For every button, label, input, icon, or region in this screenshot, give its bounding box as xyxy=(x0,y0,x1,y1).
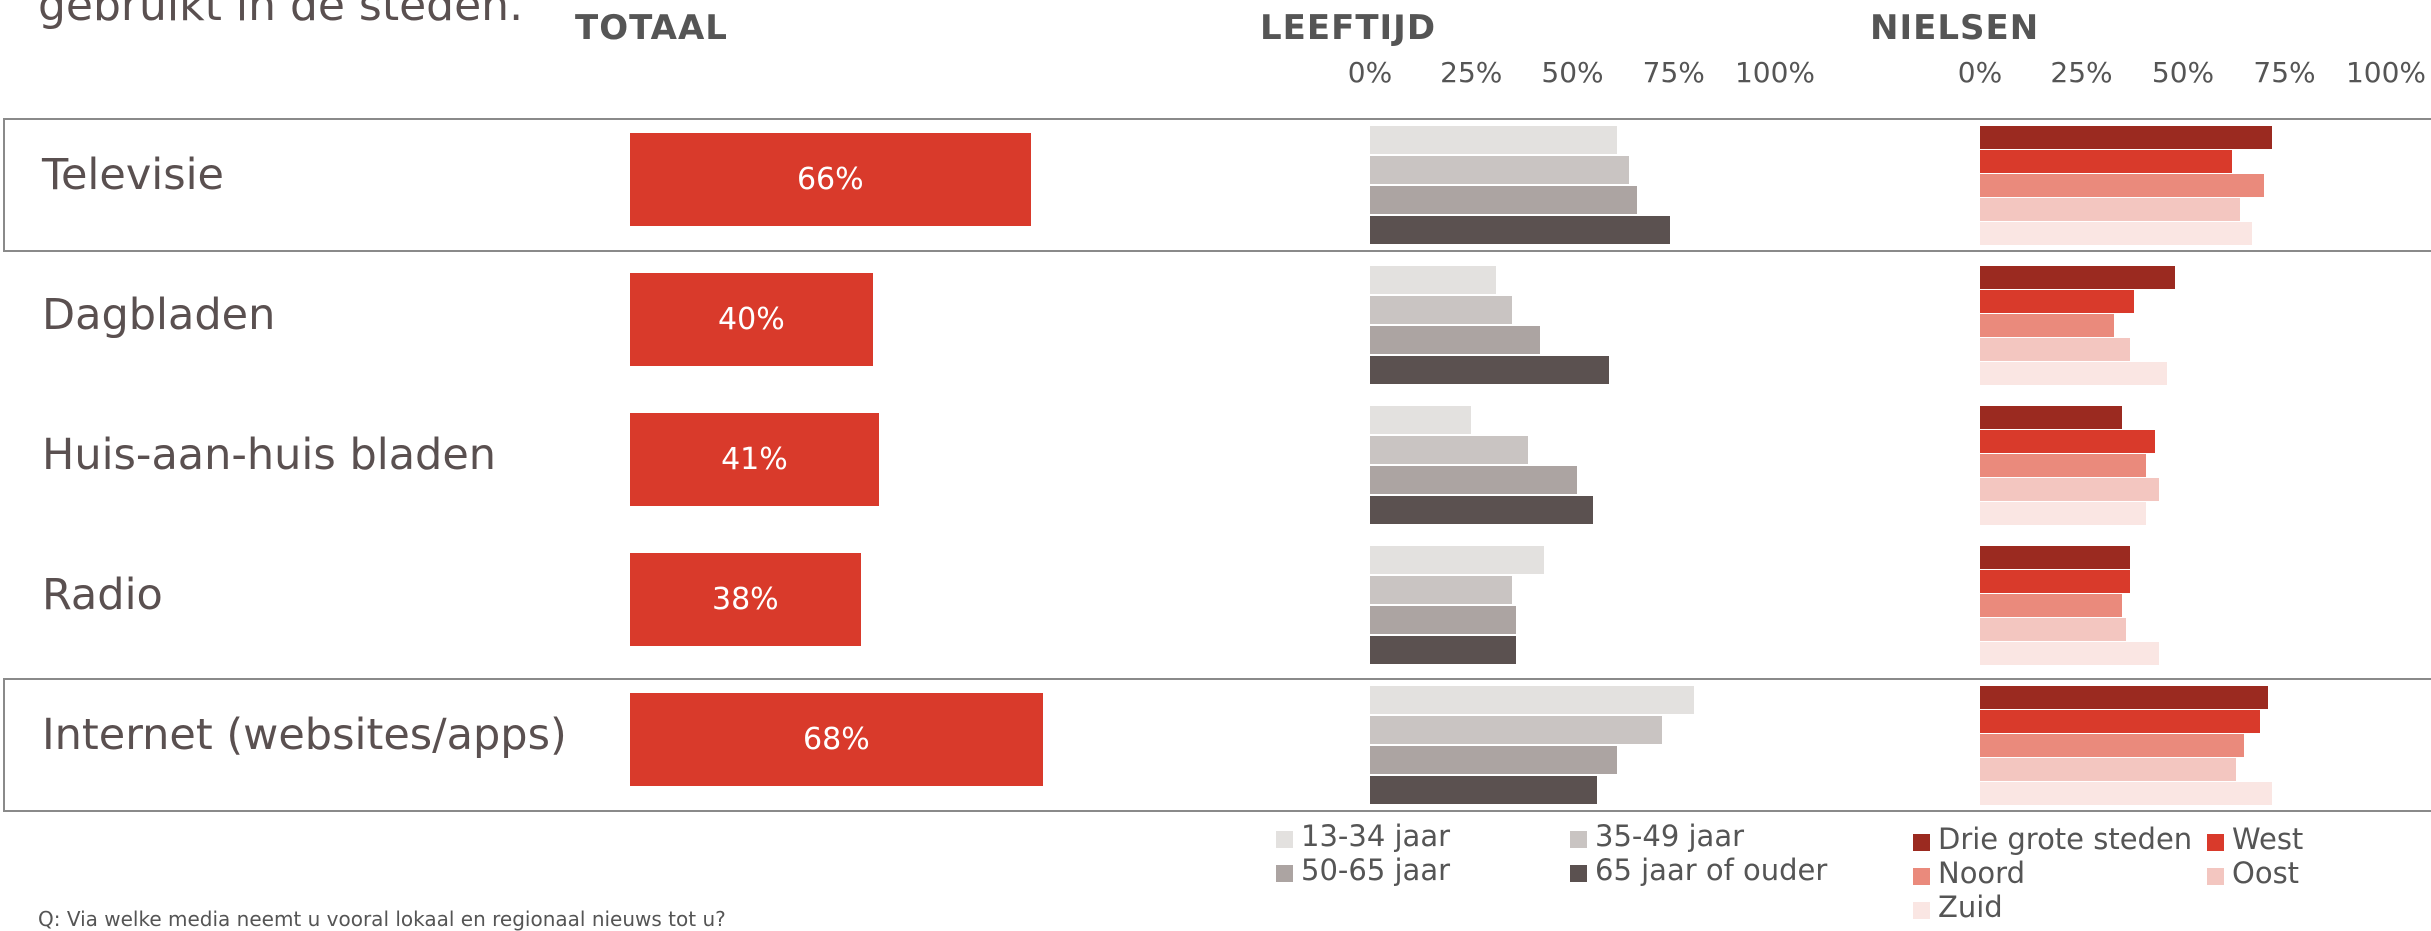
nielsen-tick-label: 25% xyxy=(2050,56,2112,89)
age-bar xyxy=(1370,606,1516,634)
nielsen-bar xyxy=(1980,618,2126,641)
age-bar xyxy=(1370,716,1662,744)
age-bar xyxy=(1370,576,1512,604)
category-label: Radio xyxy=(42,570,163,620)
age-bar xyxy=(1370,326,1540,354)
age-bar xyxy=(1370,156,1629,184)
legend-swatch xyxy=(2207,834,2224,851)
header-nielsen: NIELSEN xyxy=(1870,8,2039,48)
nielsen-bar xyxy=(1980,642,2159,665)
nielsen-bar xyxy=(1980,338,2130,361)
legend-swatch xyxy=(1913,902,1930,919)
age-tick-label: 100% xyxy=(1735,56,1815,89)
age-bar xyxy=(1370,776,1597,804)
legend-swatch xyxy=(1913,834,1930,851)
age-bar xyxy=(1370,356,1609,384)
nielsen-bar xyxy=(1980,222,2252,245)
nielsen-bar xyxy=(1980,454,2146,477)
category-label: Internet (websites/apps) xyxy=(42,710,567,760)
age-axis-line xyxy=(1370,118,1815,120)
header-totaal: TOTAAL xyxy=(575,8,728,48)
legend-label: 50-65 jaar xyxy=(1301,853,1450,887)
age-bar xyxy=(1370,406,1471,434)
total-bar-label: 41% xyxy=(630,413,879,506)
age-tick-label: 50% xyxy=(1541,56,1603,89)
nielsen-tick-label: 50% xyxy=(2152,56,2214,89)
age-bar xyxy=(1370,686,1694,714)
age-bar xyxy=(1370,636,1516,664)
nielsen-bar xyxy=(1980,314,2114,337)
nielsen-bar xyxy=(1980,406,2122,429)
nielsen-bar xyxy=(1980,570,2130,593)
age-bar xyxy=(1370,466,1577,494)
intro-text: gebruikt in de steden. xyxy=(38,0,523,31)
legend-swatch xyxy=(1913,868,1930,885)
legend-swatch xyxy=(2207,868,2224,885)
nielsen-bar xyxy=(1980,362,2167,385)
age-bar xyxy=(1370,496,1593,524)
nielsen-bar xyxy=(1980,290,2134,313)
nielsen-bar xyxy=(1980,546,2130,569)
nielsen-tick-label: 100% xyxy=(2346,56,2426,89)
total-bar-label: 68% xyxy=(630,693,1043,786)
total-bar-label: 40% xyxy=(630,273,873,366)
legend-label: Oost xyxy=(2232,856,2299,890)
age-bar xyxy=(1370,296,1512,324)
legend-label: 13-34 jaar xyxy=(1301,819,1450,853)
legend-swatch xyxy=(1570,831,1587,848)
legend-label: 65 jaar of ouder xyxy=(1595,853,1827,887)
legend-label: West xyxy=(2232,822,2303,856)
total-bar-label: 66% xyxy=(630,133,1031,226)
age-tick-label: 75% xyxy=(1643,56,1705,89)
nielsen-bar xyxy=(1980,198,2240,221)
age-bar xyxy=(1370,186,1637,214)
nielsen-tick-label: 0% xyxy=(1958,56,2002,89)
nielsen-tick-label: 75% xyxy=(2253,56,2315,89)
nielsen-bar xyxy=(1980,594,2122,617)
nielsen-bar xyxy=(1980,266,2175,289)
nielsen-bar xyxy=(1980,502,2146,525)
age-bar xyxy=(1370,436,1528,464)
age-tick-label: 25% xyxy=(1440,56,1502,89)
legend-label: Zuid xyxy=(1938,890,2003,924)
nielsen-bar xyxy=(1980,686,2268,709)
legend-swatch xyxy=(1276,865,1293,882)
footnote: Q: Via welke media neemt u vooral lokaal… xyxy=(38,907,726,931)
total-bar-label: 38% xyxy=(630,553,861,646)
legend-label: 35-49 jaar xyxy=(1595,819,1744,853)
header-leeftijd: LEEFTIJD xyxy=(1260,8,1436,48)
age-bar xyxy=(1370,216,1670,244)
nielsen-bar xyxy=(1980,150,2232,173)
category-label: Huis-aan-huis bladen xyxy=(42,430,496,480)
nielsen-axis-line xyxy=(1980,118,2426,120)
category-label: Televisie xyxy=(42,150,224,200)
nielsen-bar xyxy=(1980,430,2155,453)
nielsen-bar xyxy=(1980,478,2159,501)
legend-label: Noord xyxy=(1938,856,2025,890)
age-tick-label: 0% xyxy=(1348,56,1392,89)
category-label: Dagbladen xyxy=(42,290,275,340)
nielsen-bar xyxy=(1980,710,2260,733)
nielsen-bar xyxy=(1980,758,2236,781)
legend-label: Drie grote steden xyxy=(1938,822,2192,856)
nielsen-bar xyxy=(1980,126,2272,149)
age-bar xyxy=(1370,546,1544,574)
nielsen-bar xyxy=(1980,174,2264,197)
nielsen-bar xyxy=(1980,734,2244,757)
age-bar xyxy=(1370,126,1617,154)
age-bar xyxy=(1370,266,1496,294)
nielsen-bar xyxy=(1980,782,2272,805)
age-bar xyxy=(1370,746,1617,774)
legend-swatch xyxy=(1276,831,1293,848)
legend-swatch xyxy=(1570,865,1587,882)
